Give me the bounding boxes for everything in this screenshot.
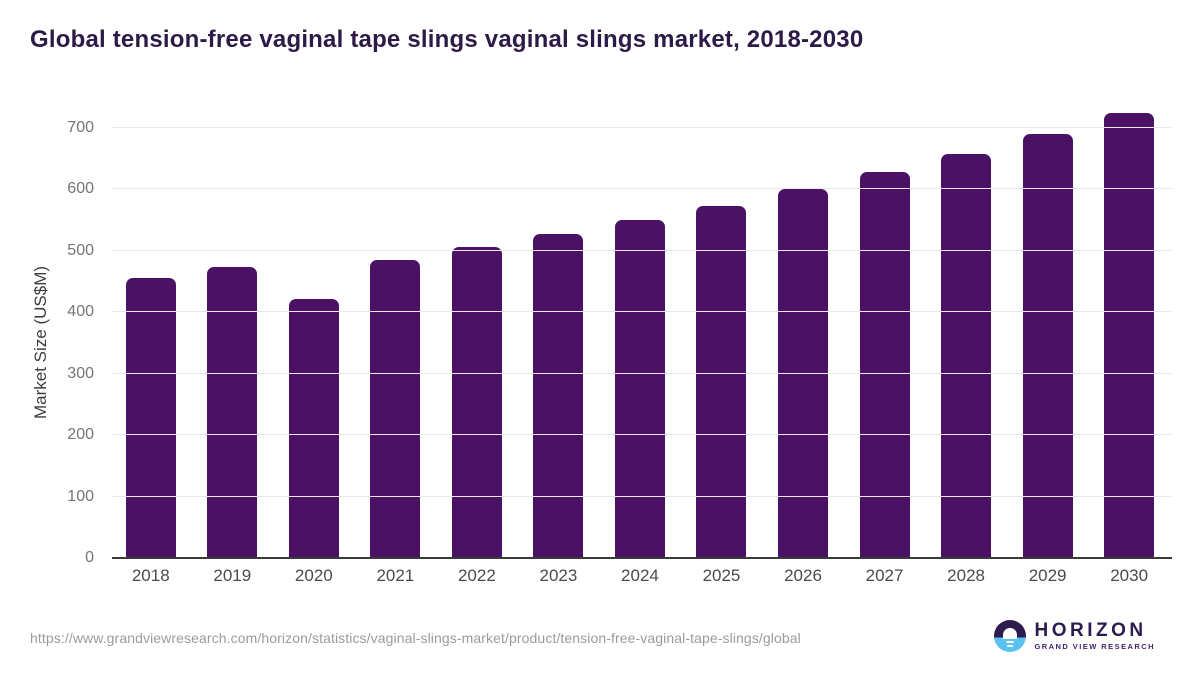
x-tick-label-2027: 2027 xyxy=(865,566,904,585)
bar-2019 xyxy=(207,267,258,558)
x-tick-label-2026: 2026 xyxy=(784,566,822,585)
x-tick-label-2021: 2021 xyxy=(376,566,415,585)
bulb-base-line xyxy=(1006,645,1013,647)
x-tick-label-2018: 2018 xyxy=(131,566,170,585)
y-tick-label-300: 300 xyxy=(67,364,94,382)
bar-slot-2030 xyxy=(1089,100,1170,558)
bar-2030 xyxy=(1104,112,1155,558)
logo-subtitle: GRAND VIEW RESEARCH xyxy=(1034,642,1155,652)
gridline-400 xyxy=(112,311,1172,313)
y-tick-label-500: 500 xyxy=(67,241,94,259)
bar-slot-2023 xyxy=(518,100,599,558)
bar-2020 xyxy=(288,299,339,558)
x-tick-label-2029: 2029 xyxy=(1028,566,1067,585)
gridline-200 xyxy=(112,434,1172,436)
bars-container xyxy=(110,100,1170,558)
bar-slot-2020 xyxy=(273,100,354,558)
x-tick-label-2020: 2020 xyxy=(294,566,333,585)
bar-2021 xyxy=(370,260,421,558)
bar-2028 xyxy=(941,153,992,558)
x-tick-label-2028: 2028 xyxy=(947,566,985,585)
gridline-300 xyxy=(112,372,1172,374)
chart-title: Global tension-free vaginal tape slings … xyxy=(30,26,864,53)
bar-slot-2028 xyxy=(926,100,1007,558)
y-tick-label-200: 200 xyxy=(67,426,94,444)
bar-slot-2024 xyxy=(599,100,680,558)
x-tick-label-2019: 2019 xyxy=(213,566,252,585)
x-tick-label-2030: 2030 xyxy=(1110,566,1149,585)
y-tick-label-0: 0 xyxy=(85,549,94,566)
bar-2024 xyxy=(614,219,665,558)
x-tick-label-2025: 2025 xyxy=(702,566,741,585)
gridline-100 xyxy=(112,495,1172,497)
logo-text: HORIZON GRAND VIEW RESEARCH xyxy=(1035,621,1155,651)
x-axis-tick-labels: 2018 2019 2020 2021 2022 2023 2024 2025 2026 2027… xyxy=(110,566,1170,586)
bar-2025 xyxy=(696,205,747,558)
source-url: https://www.grandviewresearch.com/horizo… xyxy=(30,630,801,646)
plot-area xyxy=(110,100,1172,559)
horizon-bulb-icon xyxy=(993,620,1026,652)
bar-slot-2027 xyxy=(844,100,925,558)
y-tick-label-100: 100 xyxy=(67,487,94,505)
bar-2029 xyxy=(1022,133,1073,558)
y-tick-label-700: 700 xyxy=(67,118,94,136)
bar-slot-2018 xyxy=(110,100,191,558)
gridline-700 xyxy=(112,126,1172,128)
x-tick-label-2022: 2022 xyxy=(457,566,496,585)
bar-2018 xyxy=(125,278,176,558)
logo-name: HORIZON xyxy=(1034,620,1147,642)
bar-slot-2019 xyxy=(192,100,273,558)
horizon-logo: HORIZON GRAND VIEW RESEARCH xyxy=(993,620,1155,652)
bar-2022 xyxy=(451,246,502,558)
y-tick-label-400: 400 xyxy=(67,303,94,321)
y-tick-label-600: 600 xyxy=(67,180,94,198)
bulb-base-line xyxy=(1005,641,1014,643)
x-tick-label-2023: 2023 xyxy=(539,566,578,585)
gridline-600 xyxy=(112,188,1172,190)
bar-slot-2022 xyxy=(436,100,517,558)
bulb-dome-shape xyxy=(1002,628,1017,639)
bar-2023 xyxy=(533,234,584,558)
bar-2027 xyxy=(859,171,910,558)
bar-slot-2021 xyxy=(355,100,436,558)
bar-slot-2026 xyxy=(763,100,844,558)
x-axis-line xyxy=(112,557,1172,559)
gridline-500 xyxy=(112,249,1172,251)
bar-slot-2025 xyxy=(681,100,762,558)
bar-slot-2029 xyxy=(1007,100,1088,558)
x-tick-label-2024: 2024 xyxy=(621,566,659,585)
